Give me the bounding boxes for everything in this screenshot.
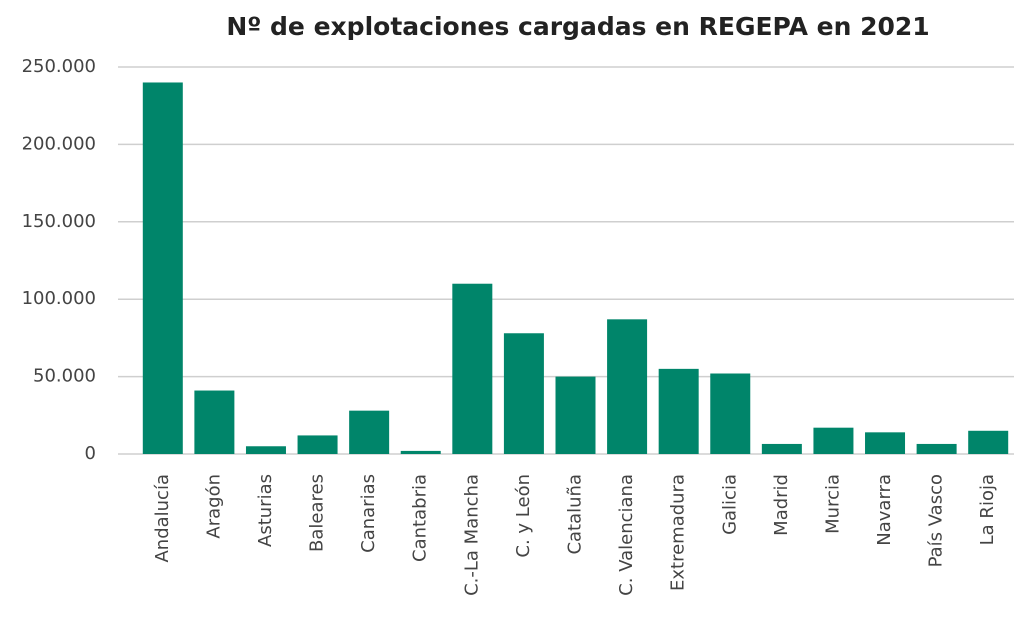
x-tick-label: C. Valenciana	[616, 474, 637, 596]
y-tick-label: 50.000	[33, 366, 96, 387]
bar	[503, 333, 544, 454]
x-tick-label: Aragón	[203, 474, 224, 539]
bar	[452, 283, 493, 454]
bar	[968, 430, 1009, 454]
bar	[142, 82, 183, 454]
y-tick-label: 100.000	[22, 288, 96, 309]
bar	[245, 446, 286, 454]
bar	[710, 373, 751, 454]
bar	[194, 390, 235, 454]
y-tick-label: 200.000	[22, 133, 96, 154]
x-tick-label: Canarias	[358, 474, 379, 553]
x-tick-label: Cantabria	[410, 474, 431, 562]
bar	[349, 410, 390, 454]
x-tick-label: Madrid	[771, 474, 792, 536]
x-tick-label: Navarra	[874, 474, 895, 546]
y-tick-label: 150.000	[22, 211, 96, 232]
x-tick-label: País Vasco	[926, 474, 947, 567]
bar	[658, 368, 699, 454]
bar	[916, 443, 957, 454]
x-tick-label: Asturias	[255, 474, 276, 547]
x-tick-label: C. y León	[513, 474, 534, 558]
bar	[607, 319, 648, 454]
bar	[297, 435, 338, 454]
x-tick-label: Cataluña	[565, 474, 586, 555]
chart-title: Nº de explotaciones cargadas en REGEPA e…	[226, 12, 929, 41]
bar	[400, 450, 441, 454]
x-tick-label: Andalucía	[152, 474, 173, 563]
y-tick-label: 250.000	[22, 56, 96, 77]
x-tick-label: La Rioja	[977, 474, 998, 545]
x-tick-label: Murcia	[822, 474, 843, 534]
bar	[555, 376, 596, 454]
bar	[865, 432, 906, 454]
x-tick-label: Extremadura	[668, 474, 689, 591]
x-tick-label: Galicia	[719, 474, 740, 535]
x-tick-label: Baleares	[307, 474, 328, 552]
x-tick-label: C.-La Mancha	[461, 474, 482, 596]
bar	[813, 427, 854, 454]
y-tick-label: 0	[85, 443, 96, 464]
bar	[761, 443, 802, 454]
